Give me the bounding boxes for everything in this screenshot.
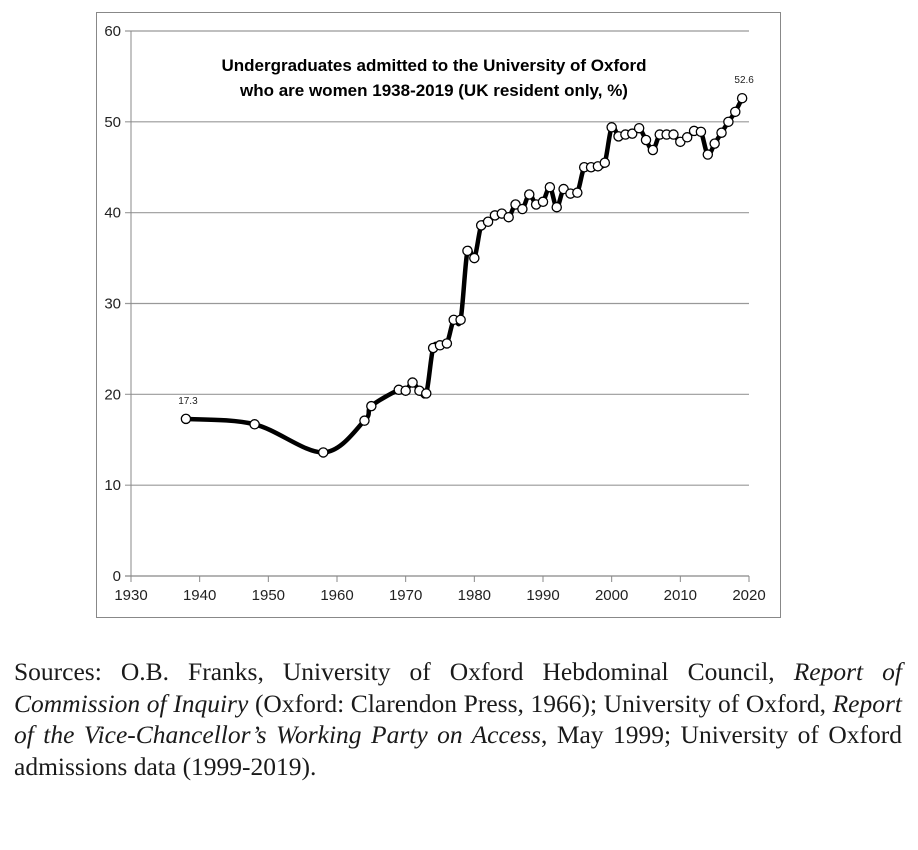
y-tick-label: 60 xyxy=(104,23,121,40)
data-point-marker xyxy=(180,413,192,425)
data-point-marker xyxy=(551,201,562,213)
data-point-marker xyxy=(407,377,418,388)
chart-frame: 0 10 20 30 40 50 60 1930 1940 1950 1960 1970 1980 19… xyxy=(96,12,781,618)
data-point-marker xyxy=(482,216,494,227)
x-tick-label: 1970 xyxy=(389,587,422,604)
x-tick-label: 1950 xyxy=(252,587,285,604)
sources-suffix: , May 1999; University of Oxford admissi… xyxy=(14,720,903,781)
chart-title-line-1: Undergraduates admitted to the Universit… xyxy=(221,56,646,75)
sources-title-2: Report of the Vice-Chancellor’s Working … xyxy=(14,688,902,750)
y-axis: 0 10 20 30 40 50 60 xyxy=(104,23,121,585)
data-point-marker xyxy=(716,127,727,138)
data-point-marker xyxy=(702,149,714,160)
x-tick-label: 1980 xyxy=(458,587,491,604)
data-point-marker xyxy=(249,419,260,430)
data-point-marker xyxy=(524,189,535,200)
x-tick-label: 1940 xyxy=(183,587,216,604)
chart-title-line-2: who are women 1938-2019 (UK resident onl… xyxy=(239,81,628,100)
data-point-marker xyxy=(318,447,329,458)
data-point-marker xyxy=(709,138,720,149)
data-point-marker xyxy=(647,144,659,156)
data-point-marker xyxy=(503,211,514,223)
data-point-marker xyxy=(723,116,734,128)
data-point-marker xyxy=(441,338,453,349)
data-point-marker xyxy=(421,388,432,399)
data-label: 52.6 xyxy=(734,75,754,86)
data-point-marker xyxy=(455,314,466,326)
sources-mid: (Oxford: Clarendon Press, 1966); Univers… xyxy=(248,688,833,718)
x-axis: 1930 1940 1950 1960 1970 1980 1990 2000 2010 2020 xyxy=(114,576,766,604)
data-labels: 17.3 52.6 xyxy=(178,75,754,407)
data-point-marker xyxy=(606,122,617,133)
x-tick-label: 2010 xyxy=(664,587,697,604)
data-point-marker xyxy=(517,203,528,215)
data-point-marker xyxy=(469,252,480,264)
data-point-marker xyxy=(537,196,549,208)
sources-title-1: Report of Commission of Inquiry xyxy=(14,657,902,718)
y-tick-label: 20 xyxy=(104,386,121,403)
data-point-marker xyxy=(730,106,741,118)
x-tick-label: 1960 xyxy=(320,587,353,604)
data-label: 17.3 xyxy=(178,396,198,407)
data-point-marker xyxy=(359,415,370,426)
data-point-marker xyxy=(599,157,611,168)
y-tick-label: 0 xyxy=(113,568,121,585)
data-point-marker xyxy=(640,134,652,146)
data-point-marker xyxy=(462,245,473,257)
sources-caption: Sources: O.B. Franks, University of Oxfo… xyxy=(14,656,902,782)
data-point-marker xyxy=(681,132,693,143)
data-point-marker xyxy=(668,129,679,140)
data-point-marker xyxy=(627,128,638,139)
y-tick-label: 50 xyxy=(104,114,121,131)
data-point-marker xyxy=(400,385,411,396)
x-tick-label: 2000 xyxy=(595,587,628,604)
data-point-marker xyxy=(695,126,707,138)
sources-prefix: Sources: O.B. Franks, University of Oxfo… xyxy=(14,657,794,686)
series-line xyxy=(183,95,745,455)
gridlines xyxy=(125,30,749,577)
data-point-marker xyxy=(736,92,748,104)
y-tick-label: 10 xyxy=(104,477,121,494)
data-markers xyxy=(180,92,748,458)
x-tick-label: 2020 xyxy=(732,587,765,604)
x-tick-label: 1990 xyxy=(526,587,559,604)
data-point-marker xyxy=(633,122,645,134)
x-tick-label: 1930 xyxy=(114,587,147,604)
y-tick-label: 30 xyxy=(104,296,121,313)
data-point-marker xyxy=(366,400,377,412)
y-tick-label: 40 xyxy=(104,205,121,222)
data-point-marker xyxy=(544,181,556,193)
data-point-marker xyxy=(572,187,583,198)
